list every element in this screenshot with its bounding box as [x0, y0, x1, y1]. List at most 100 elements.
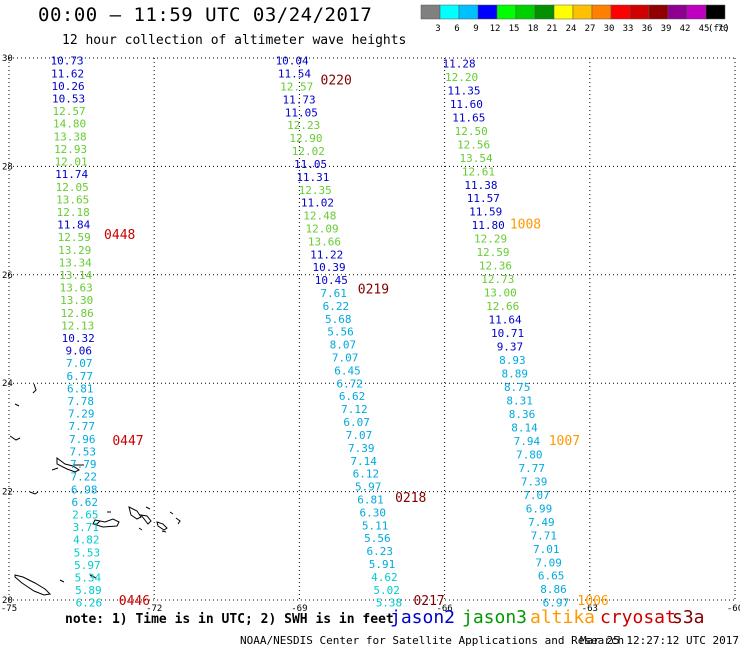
wave-height-value: 8.75: [504, 381, 531, 394]
wave-height-value: 7.07: [332, 352, 359, 365]
lat-tick-label: 28: [2, 162, 13, 172]
color-swatch: [572, 4, 593, 20]
wave-height-value: 12.35: [299, 184, 332, 197]
pass-time-label: 0217: [413, 594, 444, 609]
wave-height-value: 11.59: [469, 206, 502, 219]
wave-height-value: 4.82: [73, 534, 100, 547]
wave-height-value: 5.34: [75, 572, 102, 585]
lon-tick-label: -60: [727, 604, 740, 614]
wave-height-value: 5.56: [327, 326, 354, 339]
map-subtitle: 12 hour collection of altimeter wave hei…: [62, 33, 407, 48]
wave-height-value: 12.57: [280, 81, 313, 94]
wave-height-value: 6.97: [543, 597, 570, 610]
footer-credit: NOAA/NESDIS Center for Satellite Applica…: [240, 634, 625, 647]
wave-height-value: 11.35: [447, 84, 480, 97]
lon-tick-label: -66: [436, 604, 452, 614]
wave-height-value: 13.34: [59, 256, 92, 269]
wave-height-value: 12.59: [58, 231, 91, 244]
wave-height-value: 13.14: [59, 269, 92, 282]
wave-height-value: 11.05: [285, 106, 318, 119]
legend-jason3: jason3: [462, 607, 528, 628]
wave-height-value: 7.49: [528, 516, 555, 529]
color-swatch: [515, 4, 536, 20]
wave-height-value: 8.31: [506, 394, 533, 407]
wave-height-value: 7.94: [514, 435, 541, 448]
wave-height-value: 6.99: [526, 502, 553, 515]
wave-height-value: 13.29: [58, 244, 91, 257]
wave-height-value: 6.81: [357, 493, 384, 506]
color-swatch: [629, 4, 650, 20]
wave-height-value: 6.65: [538, 570, 565, 583]
wave-height-value: 6.98: [71, 483, 98, 496]
wave-height-value: 6.22: [323, 300, 350, 313]
color-tick-label: 30: [604, 24, 615, 34]
wave-height-value: 10.73: [51, 55, 84, 68]
wave-height-value: 5.53: [74, 546, 101, 559]
wave-height-value: 7.07: [346, 429, 373, 442]
wave-height-value: 8.89: [502, 368, 529, 381]
color-swatch: [648, 4, 669, 20]
wave-height-value: 5.02: [373, 584, 400, 597]
wave-height-value: 7.53: [70, 445, 97, 458]
wave-height-value: 12.90: [289, 132, 322, 145]
wave-height-value: 7.39: [348, 442, 375, 455]
color-tick-label: 24: [566, 24, 577, 34]
color-scale-swatches: [420, 4, 726, 20]
wave-height-value: 10.39: [312, 261, 345, 274]
wave-height-value: 11.22: [310, 248, 343, 261]
legend-jason2: jason2: [390, 607, 456, 628]
wave-height-value: 12.73: [481, 273, 514, 286]
wave-height-value: 9.37: [497, 341, 524, 354]
wave-height-value: 6.12: [353, 468, 380, 481]
wave-height-value: 8.36: [509, 408, 536, 421]
wave-height-value: 12.09: [306, 222, 339, 235]
wave-height-value: 7.09: [535, 556, 562, 569]
wave-height-value: 7.77: [518, 462, 545, 475]
legend-s3a: s3a: [672, 607, 705, 628]
wave-height-value: 14.80: [53, 118, 86, 131]
wave-height-value: 7.80: [516, 448, 543, 461]
lat-lon-grid: [8, 57, 736, 601]
wave-height-value: 6.77: [66, 370, 93, 383]
wave-height-value: 13.66: [308, 235, 341, 248]
wave-height-value: 11.57: [467, 192, 500, 205]
color-tick-label: 18: [528, 24, 539, 34]
wave-height-value: 10.32: [62, 332, 95, 345]
wave-height-value: 5.11: [362, 519, 389, 532]
lon-tick-label: -75: [1, 604, 17, 614]
color-swatch: [458, 4, 479, 20]
wave-height-value: 7.07: [66, 357, 93, 370]
satellite-track: 10.7311.6210.2610.5312.5714.8013.3812.93…: [51, 55, 151, 610]
color-tick-label: 36: [642, 24, 653, 34]
wave-height-value: 11.65: [452, 111, 485, 124]
wave-height-value: 12.36: [479, 260, 512, 273]
map-title: 00:00 – 11:59 UTC 03/24/2017: [38, 4, 373, 26]
wave-height-value: 12.59: [476, 246, 509, 259]
wave-height-value: 12.56: [457, 138, 490, 151]
color-tick-label: 27: [585, 24, 596, 34]
wave-height-value: 12.23: [287, 119, 320, 132]
lat-tick-label: 24: [2, 379, 13, 389]
legend-altika: altika: [530, 607, 596, 628]
color-swatch: [477, 4, 498, 20]
color-swatch: [705, 4, 726, 20]
lat-tick-label: 22: [2, 488, 13, 498]
wave-height-value: 12.02: [292, 145, 325, 158]
wave-height-value: 7.79: [70, 458, 97, 471]
wave-height-value: 8.93: [499, 354, 526, 367]
wave-height-value: 13.54: [459, 152, 492, 165]
wave-height-value: 13.63: [60, 282, 93, 295]
wave-height-value: 9.06: [65, 345, 92, 358]
satellite-track: 10.0411.5412.5711.7311.0512.2312.9012.02…: [276, 55, 445, 610]
color-tick-label: 42: [680, 24, 691, 34]
color-swatch: [420, 4, 441, 20]
wave-height-value: 12.66: [486, 300, 519, 313]
wave-height-value: 12.57: [53, 105, 86, 118]
axis-labels: 30 28 26 24 22 20-75 -72 -69 -66 -63 -60: [1, 54, 740, 614]
wave-height-value: 11.60: [450, 98, 483, 111]
wave-height-value: 11.05: [294, 158, 327, 171]
wave-height-value: 11.54: [278, 68, 311, 81]
wave-height-value: 11.64: [489, 314, 522, 327]
color-tick-label: 45: [699, 24, 710, 34]
